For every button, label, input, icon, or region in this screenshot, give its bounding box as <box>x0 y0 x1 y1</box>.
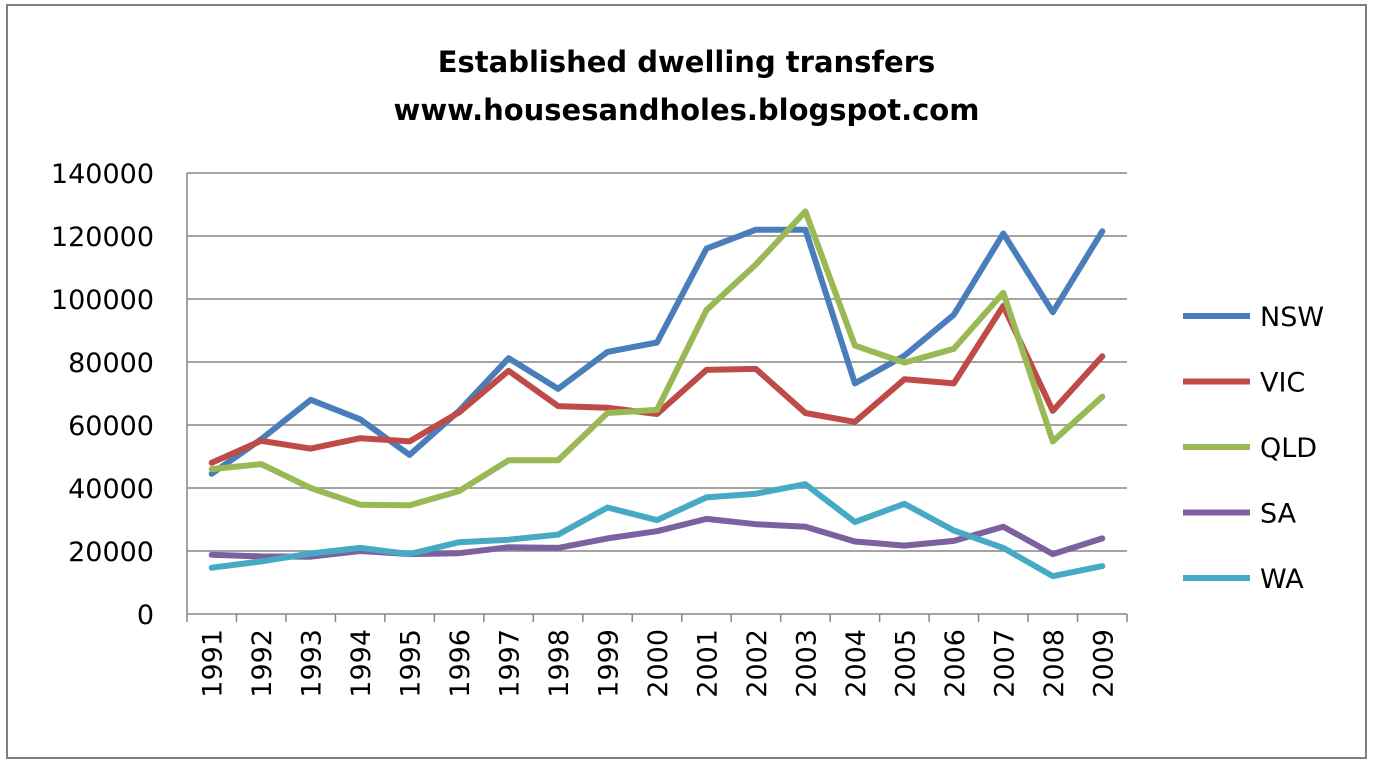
chart-title: Established dwelling transfers <box>437 45 936 79</box>
x-tick-label: 2009 <box>1088 629 1119 698</box>
gridlines <box>187 172 1127 552</box>
x-tick-label: 2003 <box>791 629 822 698</box>
x-tick-label: 1994 <box>346 629 377 698</box>
series-line-vic <box>208 302 1106 466</box>
chart-frame <box>6 4 1367 759</box>
y-tick-label: 40000 <box>68 474 154 505</box>
series-line-qld <box>208 208 1106 509</box>
legend-label-vic: VIC <box>1260 368 1305 399</box>
x-tick-label: 1997 <box>495 629 526 698</box>
x-tick-label: 1991 <box>198 629 229 698</box>
y-tick-label: 20000 <box>68 537 154 568</box>
legend-label-qld: QLD <box>1260 433 1317 464</box>
x-tick-label: 1992 <box>247 629 278 698</box>
x-tick-label: 2007 <box>989 629 1020 698</box>
x-tick-label: 2006 <box>940 629 971 698</box>
x-tick-label: 2002 <box>742 629 773 698</box>
y-tick-label: 60000 <box>68 411 154 442</box>
y-tick-label: 80000 <box>68 348 154 379</box>
x-tick-label: 1998 <box>544 629 575 698</box>
legend-label-nsw: NSW <box>1260 302 1324 333</box>
x-tick-label: 2000 <box>643 629 674 698</box>
chart-subtitle: www.housesandholes.blogspot.com <box>393 93 980 127</box>
x-tick-label: 2008 <box>1039 629 1070 698</box>
x-tick-label: 2005 <box>890 629 921 698</box>
y-tick-label: 120000 <box>51 222 154 253</box>
series-line-sa <box>208 515 1106 560</box>
y-tick-label: 0 <box>137 600 154 631</box>
legend-label-wa: WA <box>1260 564 1304 595</box>
x-tick-label: 1995 <box>396 629 427 698</box>
axes: 0 20000 40000 60000 80000 100000 120000 140000 1… <box>51 159 1128 698</box>
series-lines <box>208 208 1106 580</box>
y-tick-label: 100000 <box>51 285 154 316</box>
x-tick-label: 1993 <box>297 629 328 698</box>
x-tick-label: 2001 <box>692 629 723 698</box>
legend: NSW VIC QLD SA WA <box>1183 302 1324 595</box>
x-tick-label: 1999 <box>594 629 625 698</box>
y-tick-label: 140000 <box>51 159 154 190</box>
legend-label-sa: SA <box>1260 499 1297 530</box>
x-tick-label: 1996 <box>445 629 476 698</box>
series-line-wa <box>208 481 1106 580</box>
chart-title-block: Established dwelling transfers www.house… <box>0 38 1373 134</box>
x-tick-label: 2004 <box>841 629 872 698</box>
series-line-nsw <box>208 226 1106 477</box>
